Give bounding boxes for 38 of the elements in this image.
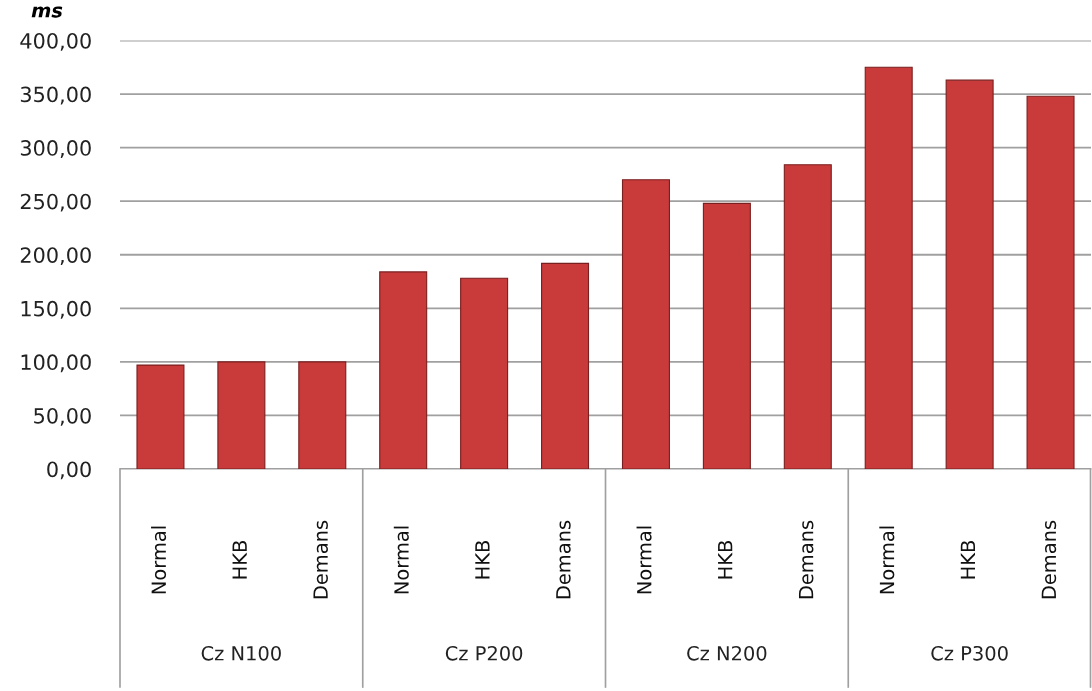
bar: [136, 364, 185, 469]
text: Cz N200: [687, 645, 767, 661]
y-tick-label: 50,00: [34, 407, 91, 426]
text: Cz N100: [201, 645, 281, 661]
x-tick-label: HKB: [718, 541, 733, 579]
x-tick-label: Normal: [151, 526, 167, 594]
x-tick-label: HKB: [475, 541, 490, 579]
bar: [1026, 95, 1075, 469]
y-tick-label: 150,00: [21, 300, 91, 319]
bar: [217, 361, 266, 469]
text: Cz P300: [931, 645, 1008, 661]
bar: [541, 262, 590, 469]
x-tick-label: HKB: [232, 541, 247, 579]
y-tick-label: 250,00: [20, 193, 91, 212]
x-tick-label: Demans: [1041, 520, 1057, 599]
bar: [945, 79, 994, 469]
bar: [783, 164, 832, 469]
x-tick-label: Demans: [556, 520, 571, 599]
y-tick-label: 0,00: [47, 461, 91, 480]
y-tick-label: 300,00: [20, 140, 91, 158]
y-tick-label: 200,00: [20, 247, 91, 266]
y-tick-label: 100,00: [21, 354, 91, 373]
bar: [864, 66, 913, 469]
x-tick-label: Normal: [879, 526, 895, 594]
y-tick-label: 400,00: [20, 32, 91, 51]
bar: [460, 277, 509, 469]
y-tick-label: 350,00: [20, 86, 91, 105]
y-axis-title: ms: [31, 6, 63, 18]
bar: [379, 271, 428, 469]
bar: [621, 179, 670, 469]
x-tick-label: HKB: [960, 541, 975, 579]
bar: [702, 202, 751, 469]
bar: [298, 361, 347, 469]
x-tick-label: Normal: [393, 526, 409, 594]
text: Cz P200: [445, 645, 523, 661]
x-tick-label: Demans: [313, 520, 328, 599]
x-tick-label: Demans: [798, 520, 814, 599]
x-tick-label: Normal: [636, 526, 652, 594]
